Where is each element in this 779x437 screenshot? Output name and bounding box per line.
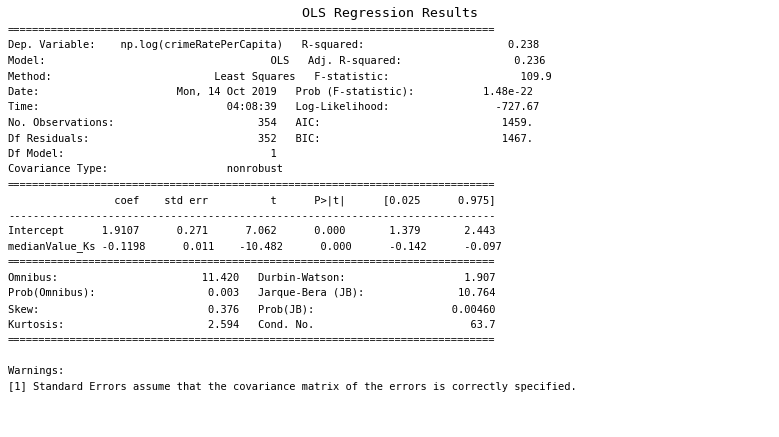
Text: coef    std err          t      P>|t|      [0.025      0.975]: coef std err t P>|t| [0.025 0.975] [8, 195, 495, 206]
Text: ==============================================================================: ========================================… [8, 180, 495, 190]
Text: Df Residuals:                           352   BIC:                             1: Df Residuals: 352 BIC: 1 [8, 133, 533, 143]
Text: Time:                              04:08:39   Log-Likelihood:                 -7: Time: 04:08:39 Log-Likelihood: -7 [8, 103, 539, 112]
Text: Prob(Omnibus):                  0.003   Jarque-Bera (JB):               10.764: Prob(Omnibus): 0.003 Jarque-Bera (JB): 1… [8, 288, 495, 298]
Text: ------------------------------------------------------------------------------: ----------------------------------------… [8, 211, 495, 221]
Text: Intercept      1.9107      0.271      7.062      0.000       1.379       2.443: Intercept 1.9107 0.271 7.062 0.000 1.379… [8, 226, 495, 236]
Text: ==============================================================================: ========================================… [8, 257, 495, 267]
Text: ==============================================================================: ========================================… [8, 335, 495, 345]
Text: OLS Regression Results: OLS Regression Results [301, 7, 478, 21]
Text: Dep. Variable:    np.log(crimeRatePerCapita)   R-squared:                       : Dep. Variable: np.log(crimeRatePerCapita… [8, 41, 539, 51]
Text: Method:                          Least Squares   F-statistic:                   : Method: Least Squares F-statistic: [8, 72, 552, 81]
Text: No. Observations:                       354   AIC:                             1: No. Observations: 354 AIC: 1 [8, 118, 533, 128]
Text: Model:                                    OLS   Adj. R-squared:                 : Model: OLS Adj. R-squared: [8, 56, 545, 66]
Text: Skew:                           0.376   Prob(JB):                      0.00460: Skew: 0.376 Prob(JB): 0.00460 [8, 304, 495, 314]
Text: ==============================================================================: ========================================… [8, 25, 495, 35]
Text: Covariance Type:                   nonrobust: Covariance Type: nonrobust [8, 164, 283, 174]
Text: Date:                      Mon, 14 Oct 2019   Prob (F-statistic):           1.48: Date: Mon, 14 Oct 2019 Prob (F-statistic… [8, 87, 533, 97]
Text: [1] Standard Errors assume that the covariance matrix of the errors is correctly: [1] Standard Errors assume that the cova… [8, 382, 576, 392]
Text: Df Model:                                 1: Df Model: 1 [8, 149, 277, 159]
Text: Kurtosis:                       2.594   Cond. No.                         63.7: Kurtosis: 2.594 Cond. No. 63.7 [8, 319, 495, 329]
Text: Omnibus:                       11.420   Durbin-Watson:                   1.907: Omnibus: 11.420 Durbin-Watson: 1.907 [8, 273, 495, 283]
Text: medianValue_Ks -0.1198      0.011    -10.482      0.000      -0.142      -0.097: medianValue_Ks -0.1198 0.011 -10.482 0.0… [8, 242, 502, 253]
Text: Warnings:: Warnings: [8, 366, 64, 376]
